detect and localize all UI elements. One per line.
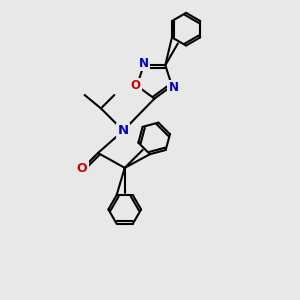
Text: N: N [118, 124, 129, 137]
Text: N: N [169, 81, 178, 94]
Text: O: O [130, 79, 140, 92]
Text: O: O [76, 162, 87, 175]
Text: N: N [139, 57, 148, 70]
